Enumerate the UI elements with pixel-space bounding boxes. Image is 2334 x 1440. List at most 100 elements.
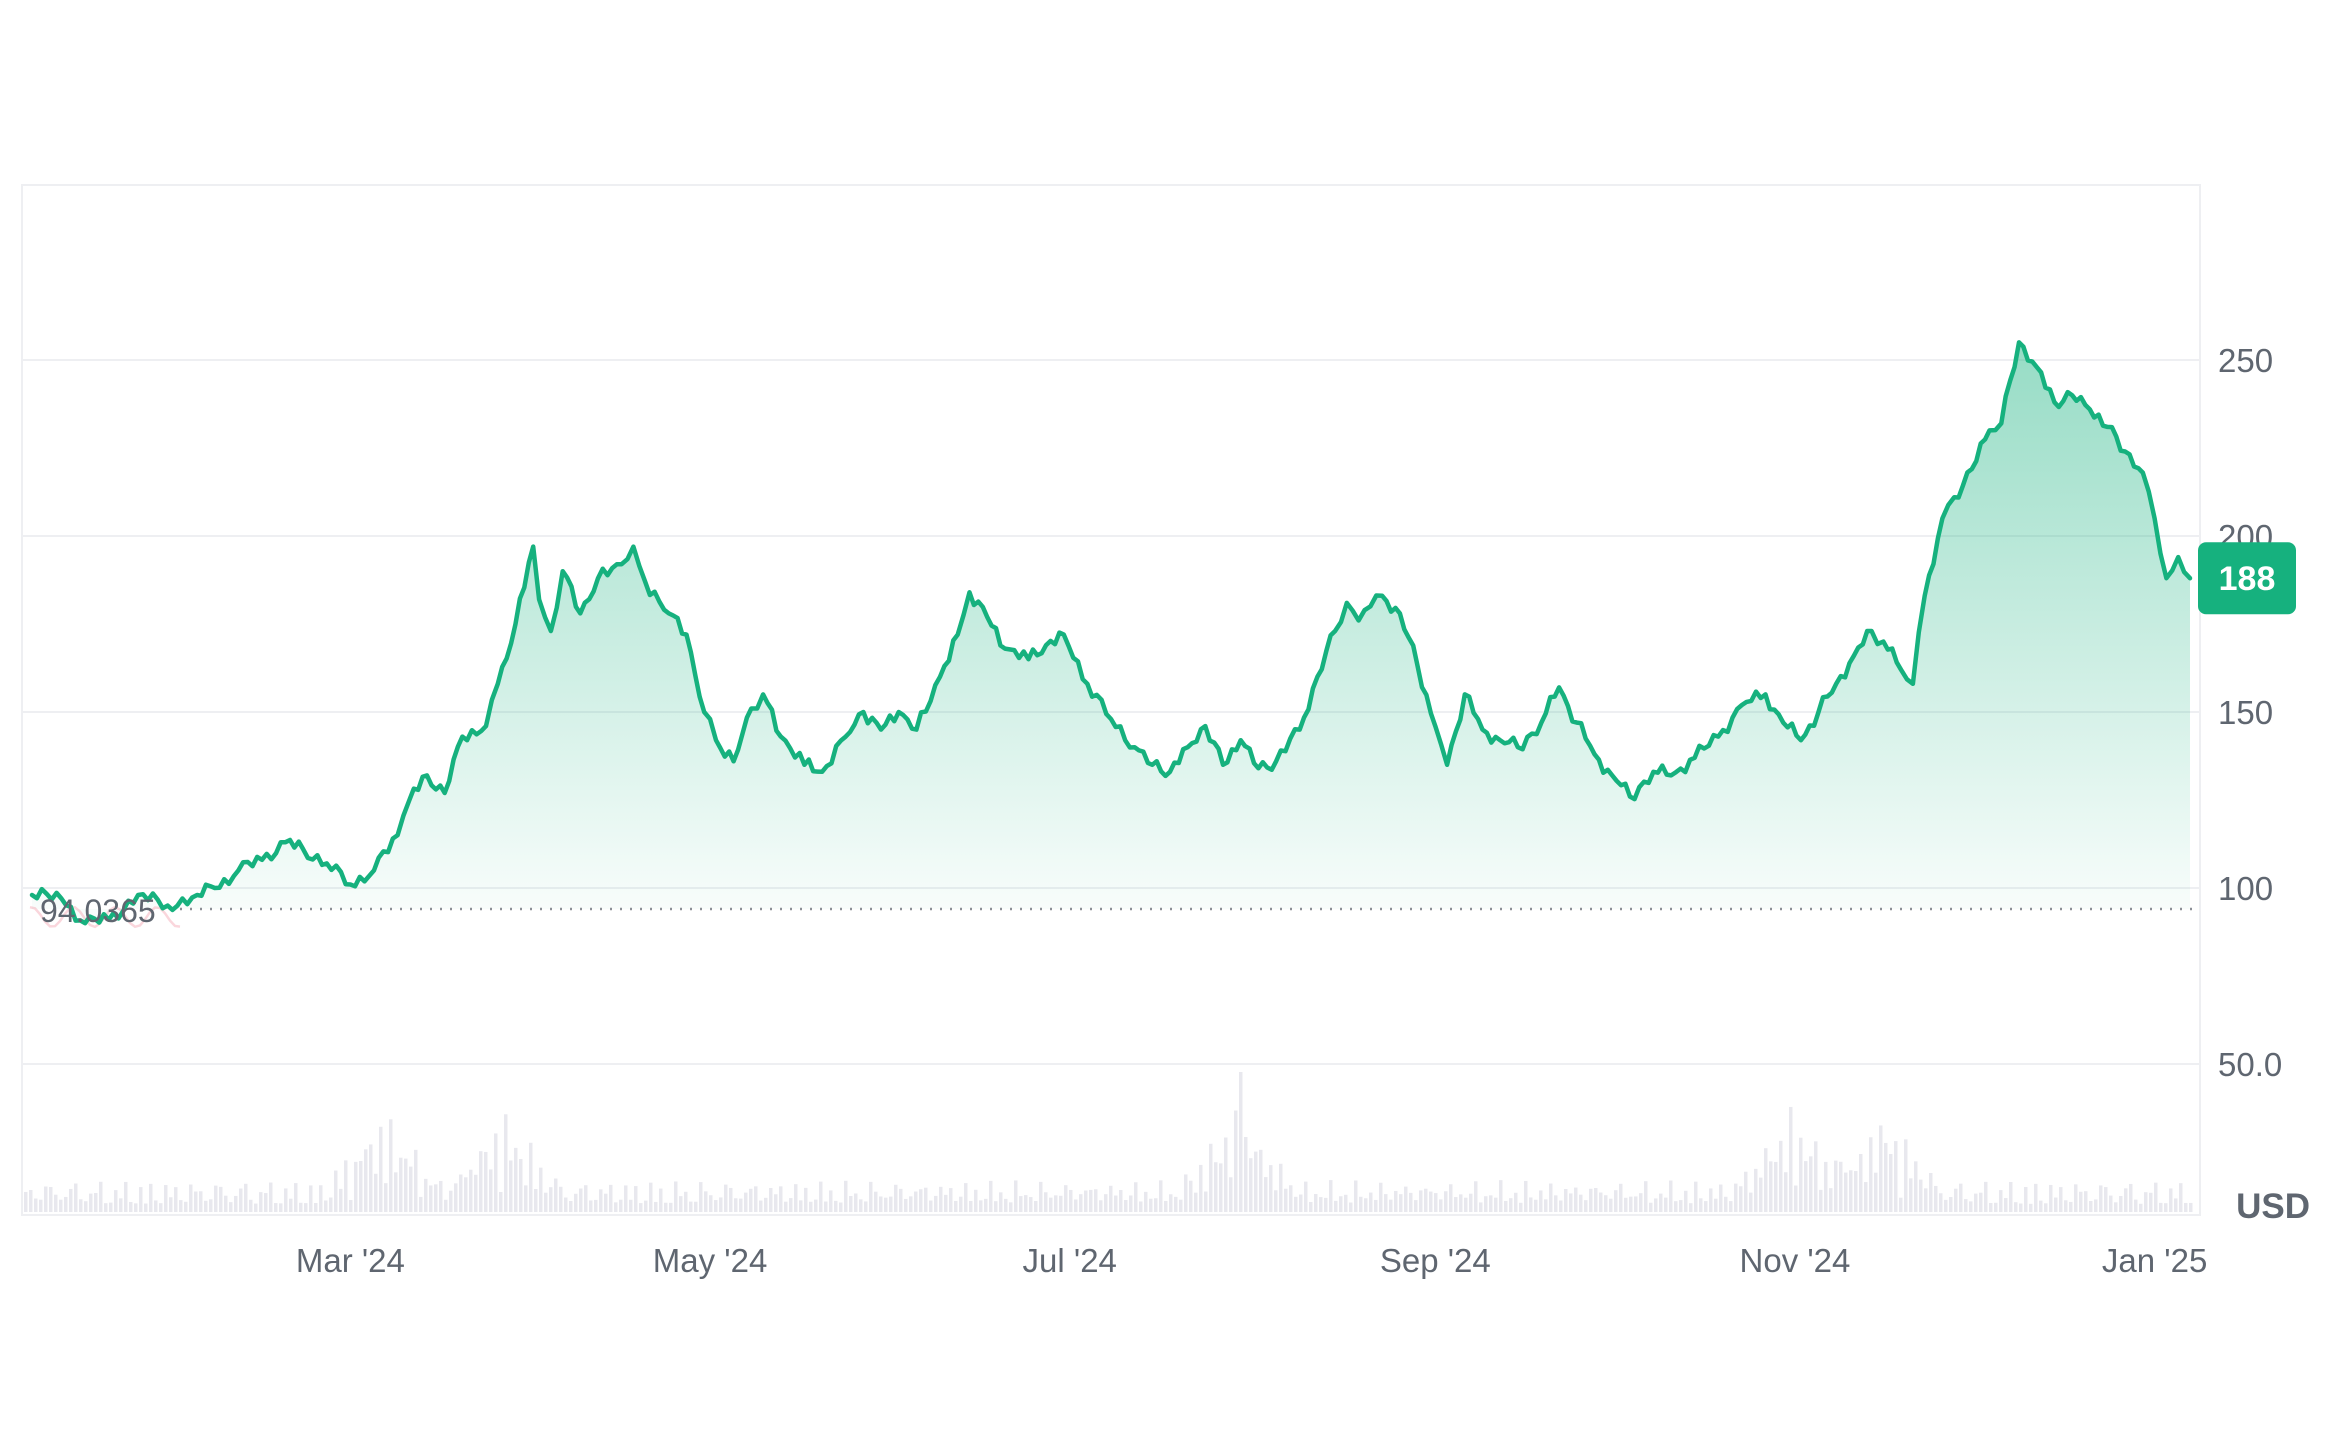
volume-bar bbox=[1709, 1188, 1713, 1212]
volume-bar bbox=[1359, 1196, 1363, 1212]
volume-bar bbox=[434, 1184, 438, 1212]
volume-bar bbox=[1344, 1194, 1348, 1212]
volume-bar bbox=[1439, 1199, 1443, 1212]
volume-bar bbox=[929, 1200, 933, 1212]
volume-bar bbox=[1479, 1202, 1483, 1212]
volume-bar bbox=[764, 1197, 768, 1212]
volume-bar bbox=[604, 1193, 608, 1212]
volume-bar bbox=[2114, 1202, 2118, 1212]
volume-bar bbox=[1854, 1171, 1858, 1212]
volume-bar bbox=[1529, 1197, 1533, 1212]
volume-bar bbox=[1144, 1191, 1148, 1212]
current-price-badge: 188 bbox=[2198, 542, 2296, 615]
volume-bar bbox=[1449, 1184, 1453, 1212]
volume-bar bbox=[894, 1184, 898, 1212]
volume-bar bbox=[1834, 1160, 1838, 1212]
volume-bar bbox=[739, 1198, 743, 1212]
volume-bar bbox=[2154, 1182, 2158, 1212]
volume-bar bbox=[1584, 1200, 1588, 1212]
volume-bar bbox=[1674, 1201, 1678, 1212]
volume-bar bbox=[1494, 1197, 1498, 1212]
volume-bar bbox=[734, 1198, 738, 1212]
volume-bar bbox=[2089, 1200, 2093, 1212]
volume-bar bbox=[1199, 1164, 1203, 1212]
volume-bar bbox=[314, 1203, 318, 1212]
volume-bar bbox=[54, 1194, 58, 1212]
x-axis: Mar '24 May '24 Jul '24 Sep '24 Nov '24 Jan '… bbox=[296, 1242, 2207, 1279]
volume-bar bbox=[714, 1200, 718, 1212]
volume-bar bbox=[1614, 1190, 1618, 1212]
volume-bar bbox=[899, 1188, 903, 1212]
volume-bar bbox=[284, 1188, 288, 1212]
volume-bar bbox=[544, 1192, 548, 1212]
volume-bar bbox=[549, 1187, 553, 1212]
volume-bar bbox=[1894, 1141, 1898, 1212]
volume-bar bbox=[289, 1198, 293, 1212]
y-tick-label: 100 bbox=[2218, 870, 2273, 907]
volume-bar bbox=[1684, 1190, 1688, 1212]
volume-bar bbox=[1609, 1198, 1613, 1212]
volume-bar bbox=[839, 1202, 843, 1212]
volume-bar bbox=[1504, 1200, 1508, 1212]
volume-bar bbox=[1454, 1197, 1458, 1212]
volume-bar bbox=[1214, 1162, 1218, 1212]
volume-bar bbox=[1229, 1177, 1233, 1212]
volume-bar bbox=[1114, 1195, 1118, 1212]
volume-bar bbox=[514, 1147, 518, 1212]
volume-bar bbox=[114, 1190, 118, 1212]
volume-bar bbox=[184, 1201, 188, 1212]
price-area bbox=[32, 342, 2190, 924]
volume-bar bbox=[624, 1185, 628, 1212]
volume-bar bbox=[1679, 1200, 1683, 1212]
volume-bar bbox=[1249, 1158, 1253, 1212]
volume-bar bbox=[1784, 1172, 1788, 1212]
volume-bar bbox=[859, 1199, 863, 1212]
volume-bar bbox=[1809, 1156, 1813, 1212]
current-price-badge-bg bbox=[2198, 542, 2296, 615]
volume-bar bbox=[1849, 1170, 1853, 1212]
volume-bar bbox=[49, 1186, 53, 1212]
volume-bar bbox=[639, 1203, 643, 1212]
volume-bar bbox=[1484, 1196, 1488, 1212]
volume-bar bbox=[79, 1199, 83, 1212]
volume-bar bbox=[1524, 1180, 1528, 1212]
volume-bar bbox=[1729, 1201, 1733, 1212]
volume-bar bbox=[519, 1159, 523, 1212]
volume-bar bbox=[1604, 1195, 1608, 1212]
volume-bar bbox=[1804, 1161, 1808, 1212]
volume-bar bbox=[1974, 1193, 1978, 1212]
y-tick-label: 50.0 bbox=[2218, 1046, 2282, 1083]
volume-bar bbox=[1649, 1202, 1653, 1212]
volume-bar bbox=[24, 1191, 28, 1212]
volume-bar bbox=[1049, 1197, 1053, 1212]
volume-bar bbox=[1324, 1197, 1328, 1212]
volume-bar bbox=[689, 1201, 693, 1212]
volume-bar bbox=[1569, 1193, 1573, 1212]
volume-bar bbox=[84, 1201, 88, 1212]
volume-bar bbox=[964, 1183, 968, 1212]
volume-bar bbox=[1554, 1195, 1558, 1212]
volume-bar bbox=[659, 1188, 663, 1212]
volume-bar bbox=[619, 1199, 623, 1212]
volume-bar bbox=[249, 1199, 253, 1212]
volume-bar bbox=[699, 1182, 703, 1212]
volume-bar bbox=[2004, 1198, 2008, 1212]
volume-bar bbox=[1204, 1191, 1208, 1212]
volume-bar bbox=[944, 1194, 948, 1212]
volume-bar bbox=[319, 1185, 323, 1212]
volume-bar bbox=[179, 1200, 183, 1212]
volume-bar bbox=[1374, 1199, 1378, 1212]
volume-bar bbox=[1069, 1189, 1073, 1212]
volume-bar bbox=[1224, 1137, 1228, 1212]
volume-bar bbox=[1979, 1192, 1983, 1212]
volume-bar bbox=[69, 1188, 73, 1212]
volume-bar bbox=[1954, 1188, 1958, 1212]
volume-bar bbox=[1694, 1181, 1698, 1212]
volume-bar bbox=[1859, 1153, 1863, 1212]
x-tick-label: Sep '24 bbox=[1380, 1242, 1491, 1279]
volume-bar bbox=[494, 1133, 498, 1212]
volume-bar bbox=[209, 1199, 213, 1212]
volume-bar bbox=[744, 1192, 748, 1212]
volume-bar bbox=[2159, 1202, 2163, 1212]
volume-bar bbox=[324, 1200, 328, 1212]
